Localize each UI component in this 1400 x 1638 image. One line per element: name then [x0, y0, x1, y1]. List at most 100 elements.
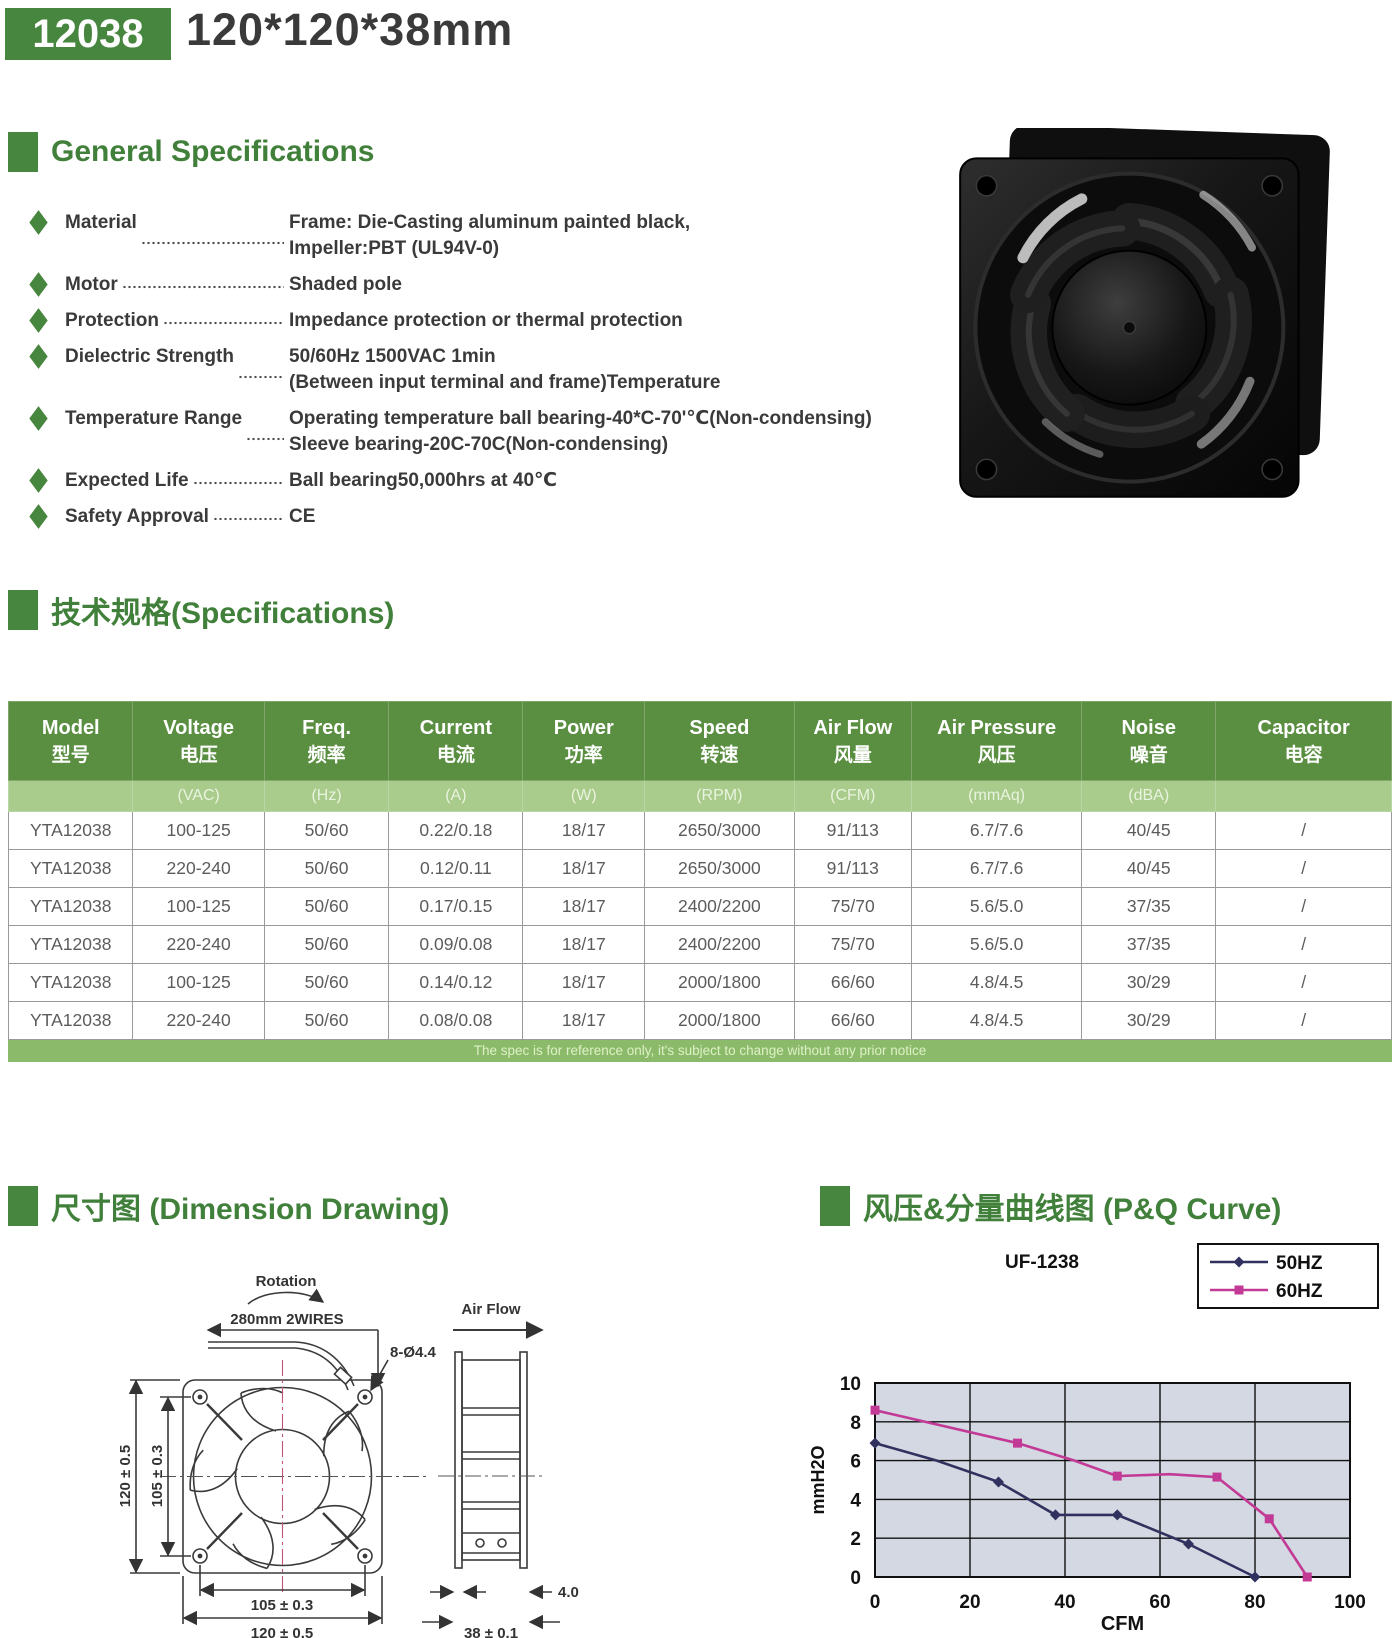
y-tick-label: 8	[850, 1413, 861, 1434]
column-header-zh: 转速	[700, 744, 739, 766]
table-cell: 50/60	[263, 887, 390, 926]
column-header-zh: 噪音	[1129, 744, 1168, 766]
series-60HZ-marker	[1264, 1514, 1274, 1524]
unit-cell	[7, 780, 134, 812]
x-axis-label: CFM	[1101, 1613, 1144, 1635]
table-cell: /	[1215, 925, 1392, 964]
spec-value-line-0: CE	[289, 506, 316, 527]
spec-item-label: Material	[65, 210, 289, 262]
spec-value-line-0: Frame: Die-Casting aluminum painted blac…	[289, 212, 691, 233]
table-cell: YTA12038	[7, 811, 134, 850]
diamond-bullet-icon	[29, 272, 48, 297]
x-tick-label: 40	[1054, 1592, 1075, 1613]
series-50HZ-marker	[869, 1437, 881, 1449]
table-cell: 220-240	[132, 1001, 265, 1040]
wires-label: 280mm 2WIRES	[230, 1311, 343, 1328]
spec-label-text: Temperature Range	[65, 408, 243, 429]
table-cell: 30/29	[1081, 963, 1217, 1002]
table-cell: 40/45	[1081, 811, 1217, 850]
table-cell: YTA12038	[7, 887, 134, 926]
table-cell: YTA12038	[7, 925, 134, 964]
spec-item-label: Expected Life	[65, 468, 289, 494]
column-header-en: Noise	[1121, 716, 1176, 739]
diamond-bullet-icon	[29, 468, 48, 493]
legend-label-50HZ: 50HZ	[1276, 1253, 1323, 1274]
column-header: Air Pressure 风压	[911, 701, 1083, 781]
spec-item-6: Safety Approval CE	[28, 504, 938, 530]
spec-value-line-0: Shaded pole	[289, 274, 402, 295]
dimension-drawing: Rotation 280mm 2WIRES 8-Ø4.4 Air Flow 12…	[117, 1273, 579, 1638]
table-cell: 66/60	[793, 1001, 913, 1040]
spec-item-3: Dielectric Strength 50/60Hz 1500VAC 1min (…	[28, 344, 938, 396]
table-cell: 18/17	[522, 925, 646, 964]
spec-value-line-1: (Between input terminal and frame)Temper…	[289, 372, 721, 393]
dotted-leader	[192, 468, 284, 490]
spec-table: Model 型号 Voltage 电压 Freq. 频率 Current 电流 Power 功率 S…	[7, 701, 1392, 1040]
dotted-leader	[140, 210, 284, 258]
spec-item-0: Material Frame: Die-Casting aluminum pain…	[28, 210, 938, 262]
x-tick-label: 80	[1244, 1592, 1265, 1613]
unit-cell: (Hz)	[263, 780, 390, 812]
column-header: Capacitor 电容	[1215, 701, 1392, 781]
table-cell: 50/60	[263, 1001, 390, 1040]
column-header-en: Capacitor	[1257, 716, 1350, 739]
spec-value-line-1: Sleeve bearing-20C-70C(Non-condensing)	[289, 434, 669, 455]
x-tick-label: 100	[1334, 1592, 1366, 1613]
table-cell: YTA12038	[7, 849, 134, 888]
column-header-zh: 风压	[977, 744, 1016, 766]
column-header: Model 型号	[7, 701, 134, 781]
pq-chart: 0 20 40 60 80 100 0 2 4 6 8 10 CFM mmH2O UF-1238 50HZ 60…	[808, 1243, 1379, 1635]
column-header: Freq. 频率	[263, 701, 390, 781]
column-header-en: Voltage	[163, 716, 235, 739]
spec-item-value: Frame: Die-Casting aluminum painted blac…	[289, 210, 690, 262]
table-cell: 2400/2200	[644, 887, 795, 926]
spec-item-value: Operating temperature ball bearing-40*C-…	[289, 406, 872, 458]
size-title: 120*120*38mm	[186, 4, 514, 55]
spec-item-label: Safety Approval	[65, 504, 289, 530]
table-cell: 50/60	[263, 849, 390, 888]
table-cell: /	[1215, 1001, 1392, 1040]
section-square-icon	[8, 590, 38, 630]
y-tick-label: 6	[850, 1452, 861, 1473]
spec-item-value: 50/60Hz 1500VAC 1min (Between input termi…	[289, 344, 720, 396]
column-header-zh: 电流	[436, 744, 475, 766]
table-row-2: YTA12038 100-125 50/60 0.17/0.15 18/17 2400/2…	[7, 887, 1392, 926]
dim-depth: 38 ± 0.1	[464, 1625, 518, 1638]
series-60HZ-marker	[1013, 1438, 1022, 1448]
table-cell: 220-240	[132, 925, 265, 964]
series-50HZ-marker	[1111, 1509, 1123, 1521]
spec-value-line-0: Operating temperature ball bearing-40*C-…	[289, 408, 872, 429]
spec-table-header: 技术规格(Specifications)	[8, 588, 394, 632]
table-cell: 5.6/5.0	[911, 925, 1083, 964]
section-square-icon	[820, 1186, 850, 1226]
legend-marker-50HZ	[1233, 1256, 1245, 1268]
diamond-bullet-icon	[29, 504, 48, 529]
unit-cell: (RPM)	[644, 780, 795, 812]
diamond-bullet-icon	[29, 308, 48, 333]
spec-item-label: Motor	[65, 272, 289, 298]
table-cell: 2650/3000	[644, 811, 795, 850]
table-cell: 2000/1800	[644, 1001, 795, 1040]
spec-table-title: 技术规格(Specifications)	[51, 597, 395, 630]
table-cell: 37/35	[1081, 925, 1217, 964]
spec-item-value: Impedance protection or thermal protecti…	[289, 308, 683, 334]
spec-label-text: Safety Approval	[65, 506, 209, 527]
table-cell: 40/45	[1081, 849, 1217, 888]
table-cell: /	[1215, 849, 1392, 888]
column-header-zh: 风量	[833, 744, 872, 766]
table-cell: 18/17	[522, 849, 646, 888]
table-cell: 50/60	[263, 963, 390, 1002]
series-60HZ-marker	[1212, 1472, 1222, 1482]
dim-flange: 4.0	[558, 1584, 579, 1601]
y-tick-label: 10	[840, 1374, 861, 1395]
holes-label: 8-Ø4.4	[390, 1344, 437, 1361]
spec-item-5: Expected Life Ball bearing50,000hrs at 40…	[28, 468, 938, 494]
table-cell: 6.7/7.6	[911, 849, 1083, 888]
table-cell: 91/113	[793, 849, 913, 888]
spec-item-label: Temperature Range	[65, 406, 289, 458]
dim-left-outer: 120 ± 0.5	[117, 1445, 134, 1507]
legend-marker-60HZ	[1234, 1285, 1244, 1295]
dimension-title: 尺寸图 (Dimension Drawing)	[51, 1193, 450, 1226]
spec-item-1: Motor Shaded pole	[28, 272, 938, 298]
section-square-icon	[8, 1186, 38, 1226]
